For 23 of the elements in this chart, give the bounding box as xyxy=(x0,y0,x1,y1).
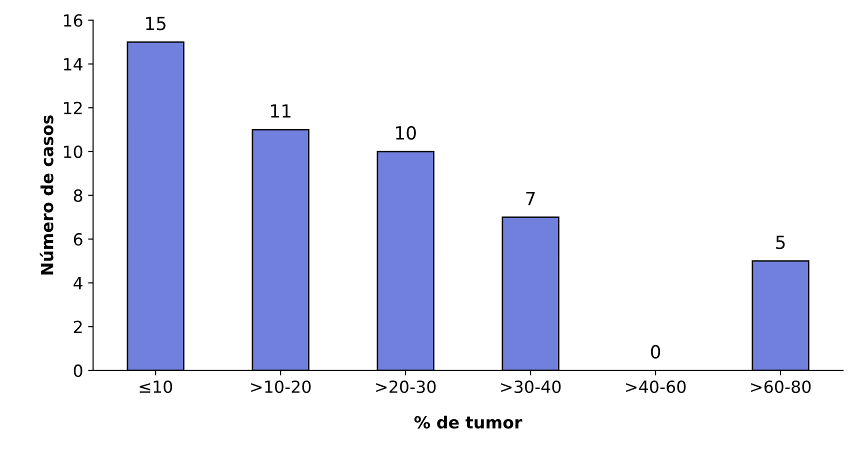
y-axis-title: Número de casos xyxy=(40,115,54,274)
y-tick-label: 10 xyxy=(64,146,82,158)
x-tick-label: >10-20 xyxy=(251,380,311,394)
x-tick-label: >30-40 xyxy=(501,380,561,394)
y-tick-label: 6 xyxy=(74,233,82,246)
y-tick-label: 14 xyxy=(64,58,82,70)
y-tick-label: 0 xyxy=(74,364,82,377)
x-tick-label: ≤10 xyxy=(140,380,172,394)
data-label: 15 xyxy=(146,16,166,30)
data-label: 0 xyxy=(651,344,660,359)
data-label: 7 xyxy=(526,192,535,206)
data-label: 11 xyxy=(271,104,290,118)
data-label: 5 xyxy=(776,236,785,250)
y-tick-label: 8 xyxy=(74,189,82,202)
x-tick-label: >20-30 xyxy=(376,380,436,394)
x-tick-label: >60-80 xyxy=(751,380,811,394)
x-tick-label: >40-60 xyxy=(626,380,686,394)
y-tick-label: 12 xyxy=(64,102,82,114)
y-tick-label: 4 xyxy=(74,277,82,290)
y-tick-label: 2 xyxy=(74,320,82,333)
data-label: 10 xyxy=(396,126,416,140)
x-axis-title: % de tumor xyxy=(414,416,522,429)
y-tick-label: 16 xyxy=(64,14,82,27)
